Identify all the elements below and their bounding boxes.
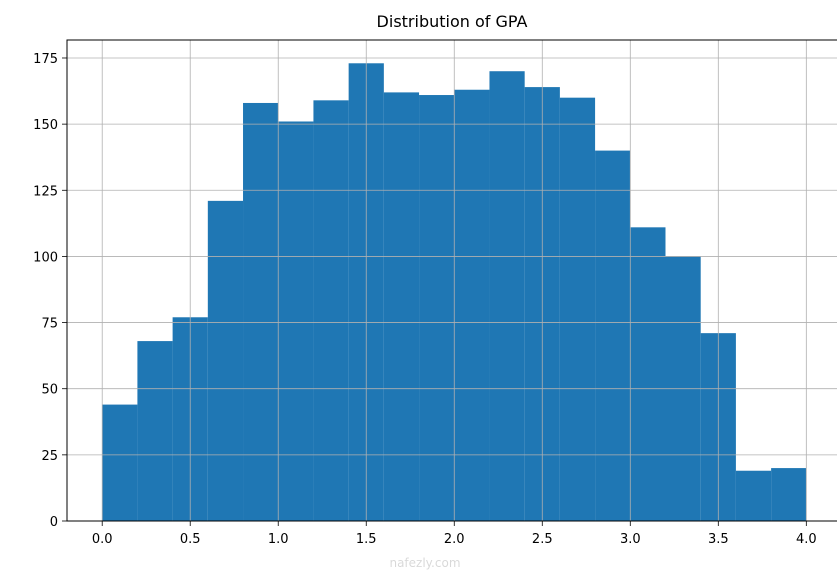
x-tick-label: 2.5 bbox=[532, 532, 553, 547]
histogram-bar bbox=[207, 200, 244, 521]
y-tick-label: 25 bbox=[41, 449, 58, 464]
x-tick-label: 3.0 bbox=[620, 532, 641, 547]
y-tick-label: 125 bbox=[33, 184, 58, 199]
histogram-bar bbox=[102, 404, 138, 521]
x-tick-label: 0.5 bbox=[180, 532, 201, 547]
x-tick-label: 2.0 bbox=[444, 532, 465, 547]
y-tick-label: 75 bbox=[41, 317, 58, 332]
histogram-bar bbox=[243, 102, 279, 521]
y-tick-label: 50 bbox=[41, 383, 58, 398]
x-tick-label: 1.0 bbox=[268, 532, 289, 547]
y-tick-label: 0 bbox=[50, 515, 58, 530]
y-tick-label: 175 bbox=[33, 52, 58, 67]
histogram-bar bbox=[489, 71, 525, 521]
histogram-bar bbox=[419, 95, 455, 521]
y-tick-label: 100 bbox=[33, 250, 58, 265]
histogram-bar bbox=[595, 150, 631, 521]
y-tick-label: 150 bbox=[33, 118, 58, 133]
histogram-bar bbox=[137, 341, 173, 521]
x-tick-label: 0.0 bbox=[92, 532, 113, 547]
histogram-bar bbox=[630, 227, 666, 521]
grid bbox=[67, 40, 837, 522]
x-tick-label: 1.5 bbox=[356, 532, 377, 547]
histogram-bar bbox=[454, 89, 490, 522]
plot-frame bbox=[66, 39, 837, 522]
watermark: nafezly.com bbox=[389, 556, 460, 570]
histogram-bar bbox=[559, 97, 596, 521]
histogram-bar bbox=[313, 100, 349, 522]
axes: 0.0 0.5 1.0 1.5 2.0 2.5 3.0 3.5 4.0 0 25 50 75 100 125… bbox=[33, 39, 837, 547]
histogram-bar bbox=[278, 121, 314, 521]
chart-title: Distribution of GPA bbox=[377, 12, 528, 31]
x-tick-label: 4.0 bbox=[796, 532, 817, 547]
histogram-bar bbox=[735, 470, 772, 521]
histogram-bar bbox=[771, 468, 807, 521]
histogram-bar bbox=[383, 92, 420, 521]
x-tick-label: 3.5 bbox=[708, 532, 729, 547]
